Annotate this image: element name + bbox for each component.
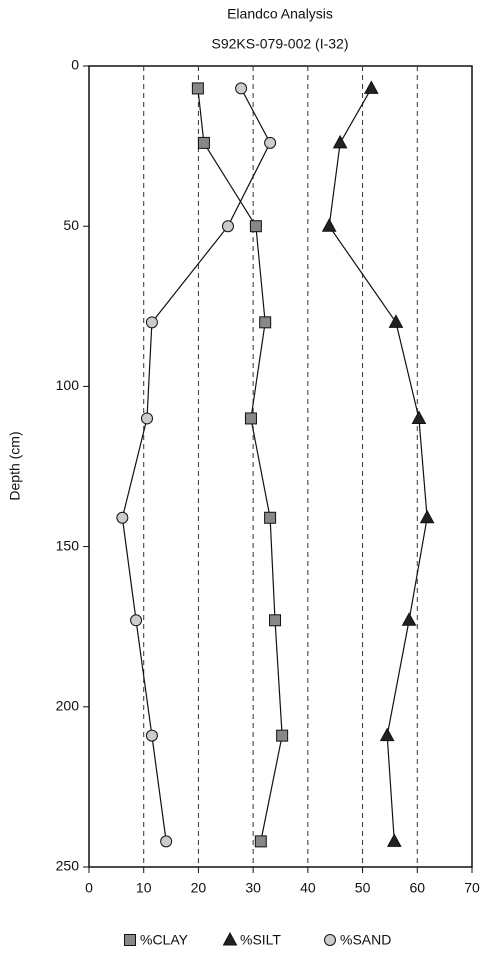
marker-circle: [140, 412, 153, 425]
marker-square: [269, 614, 282, 627]
marker-square: [197, 136, 210, 149]
marker-circle: [221, 220, 234, 233]
y-tick-label: 200: [56, 698, 80, 714]
marker-square: [254, 835, 267, 848]
x-tick-label: 0: [85, 880, 93, 896]
x-tick-label: 20: [191, 880, 207, 896]
marker-circle: [116, 511, 129, 524]
marker-square: [264, 511, 277, 524]
x-tick-label: 60: [409, 880, 425, 896]
marker-circle: [264, 136, 277, 149]
chart-subtitle: S92KS-079-002 (I-32): [212, 36, 349, 52]
marker-triangle: [222, 931, 238, 946]
marker-triangle: [321, 218, 337, 232]
marker-circle: [235, 82, 248, 95]
marker-triangle: [386, 833, 402, 847]
marker-triangle: [419, 509, 435, 524]
marker-triangle: [411, 410, 427, 424]
y-tick-label: 100: [56, 377, 80, 393]
marker-circle: [145, 316, 158, 329]
y-tick-label: 150: [56, 537, 80, 553]
marker-square: [249, 220, 262, 233]
chart-title: Elandco Analysis: [227, 6, 333, 22]
marker-square: [244, 412, 257, 425]
x-tick-label: 40: [300, 880, 316, 896]
legend-label: %SAND: [340, 932, 391, 948]
marker-triangle: [332, 134, 348, 149]
marker-square: [124, 934, 136, 946]
marker-circle: [324, 934, 336, 946]
marker-triangle: [379, 727, 395, 742]
x-tick-label: 50: [355, 880, 371, 896]
y-tick-label: 250: [56, 858, 80, 874]
marker-triangle: [388, 314, 404, 328]
series-line: [121, 88, 271, 842]
marker-circle: [130, 614, 143, 627]
y-axis-label: Depth (cm): [7, 431, 23, 500]
y-tick-label: 50: [63, 217, 79, 233]
y-tick-label: 0: [71, 57, 79, 73]
legend-label: %CLAY: [140, 932, 189, 948]
marker-square: [191, 82, 204, 95]
marker-circle: [160, 835, 173, 848]
x-tick-label: 70: [464, 880, 480, 896]
legend-label: %SILT: [240, 932, 281, 948]
plot-frame: [88, 65, 473, 868]
marker-circle: [145, 729, 158, 742]
x-tick-label: 30: [245, 880, 261, 896]
marker-square: [276, 729, 289, 742]
series-line: [328, 88, 428, 842]
marker-square: [259, 316, 272, 329]
x-tick-label: 10: [136, 880, 152, 896]
marker-triangle: [401, 612, 417, 626]
marker-triangle: [363, 80, 379, 94]
